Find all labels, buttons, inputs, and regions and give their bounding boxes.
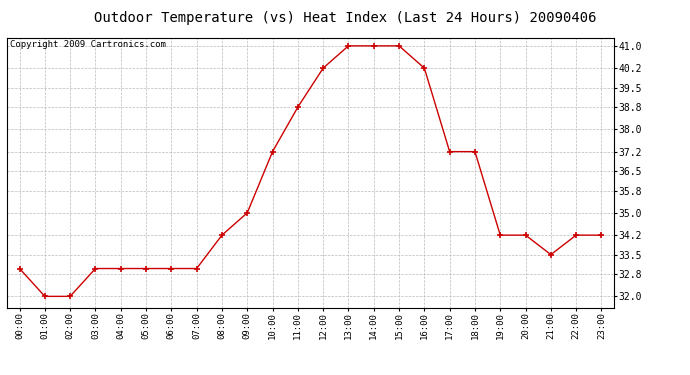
Text: Outdoor Temperature (vs) Heat Index (Last 24 Hours) 20090406: Outdoor Temperature (vs) Heat Index (Las… [94, 11, 596, 25]
Text: Copyright 2009 Cartronics.com: Copyright 2009 Cartronics.com [10, 40, 166, 49]
